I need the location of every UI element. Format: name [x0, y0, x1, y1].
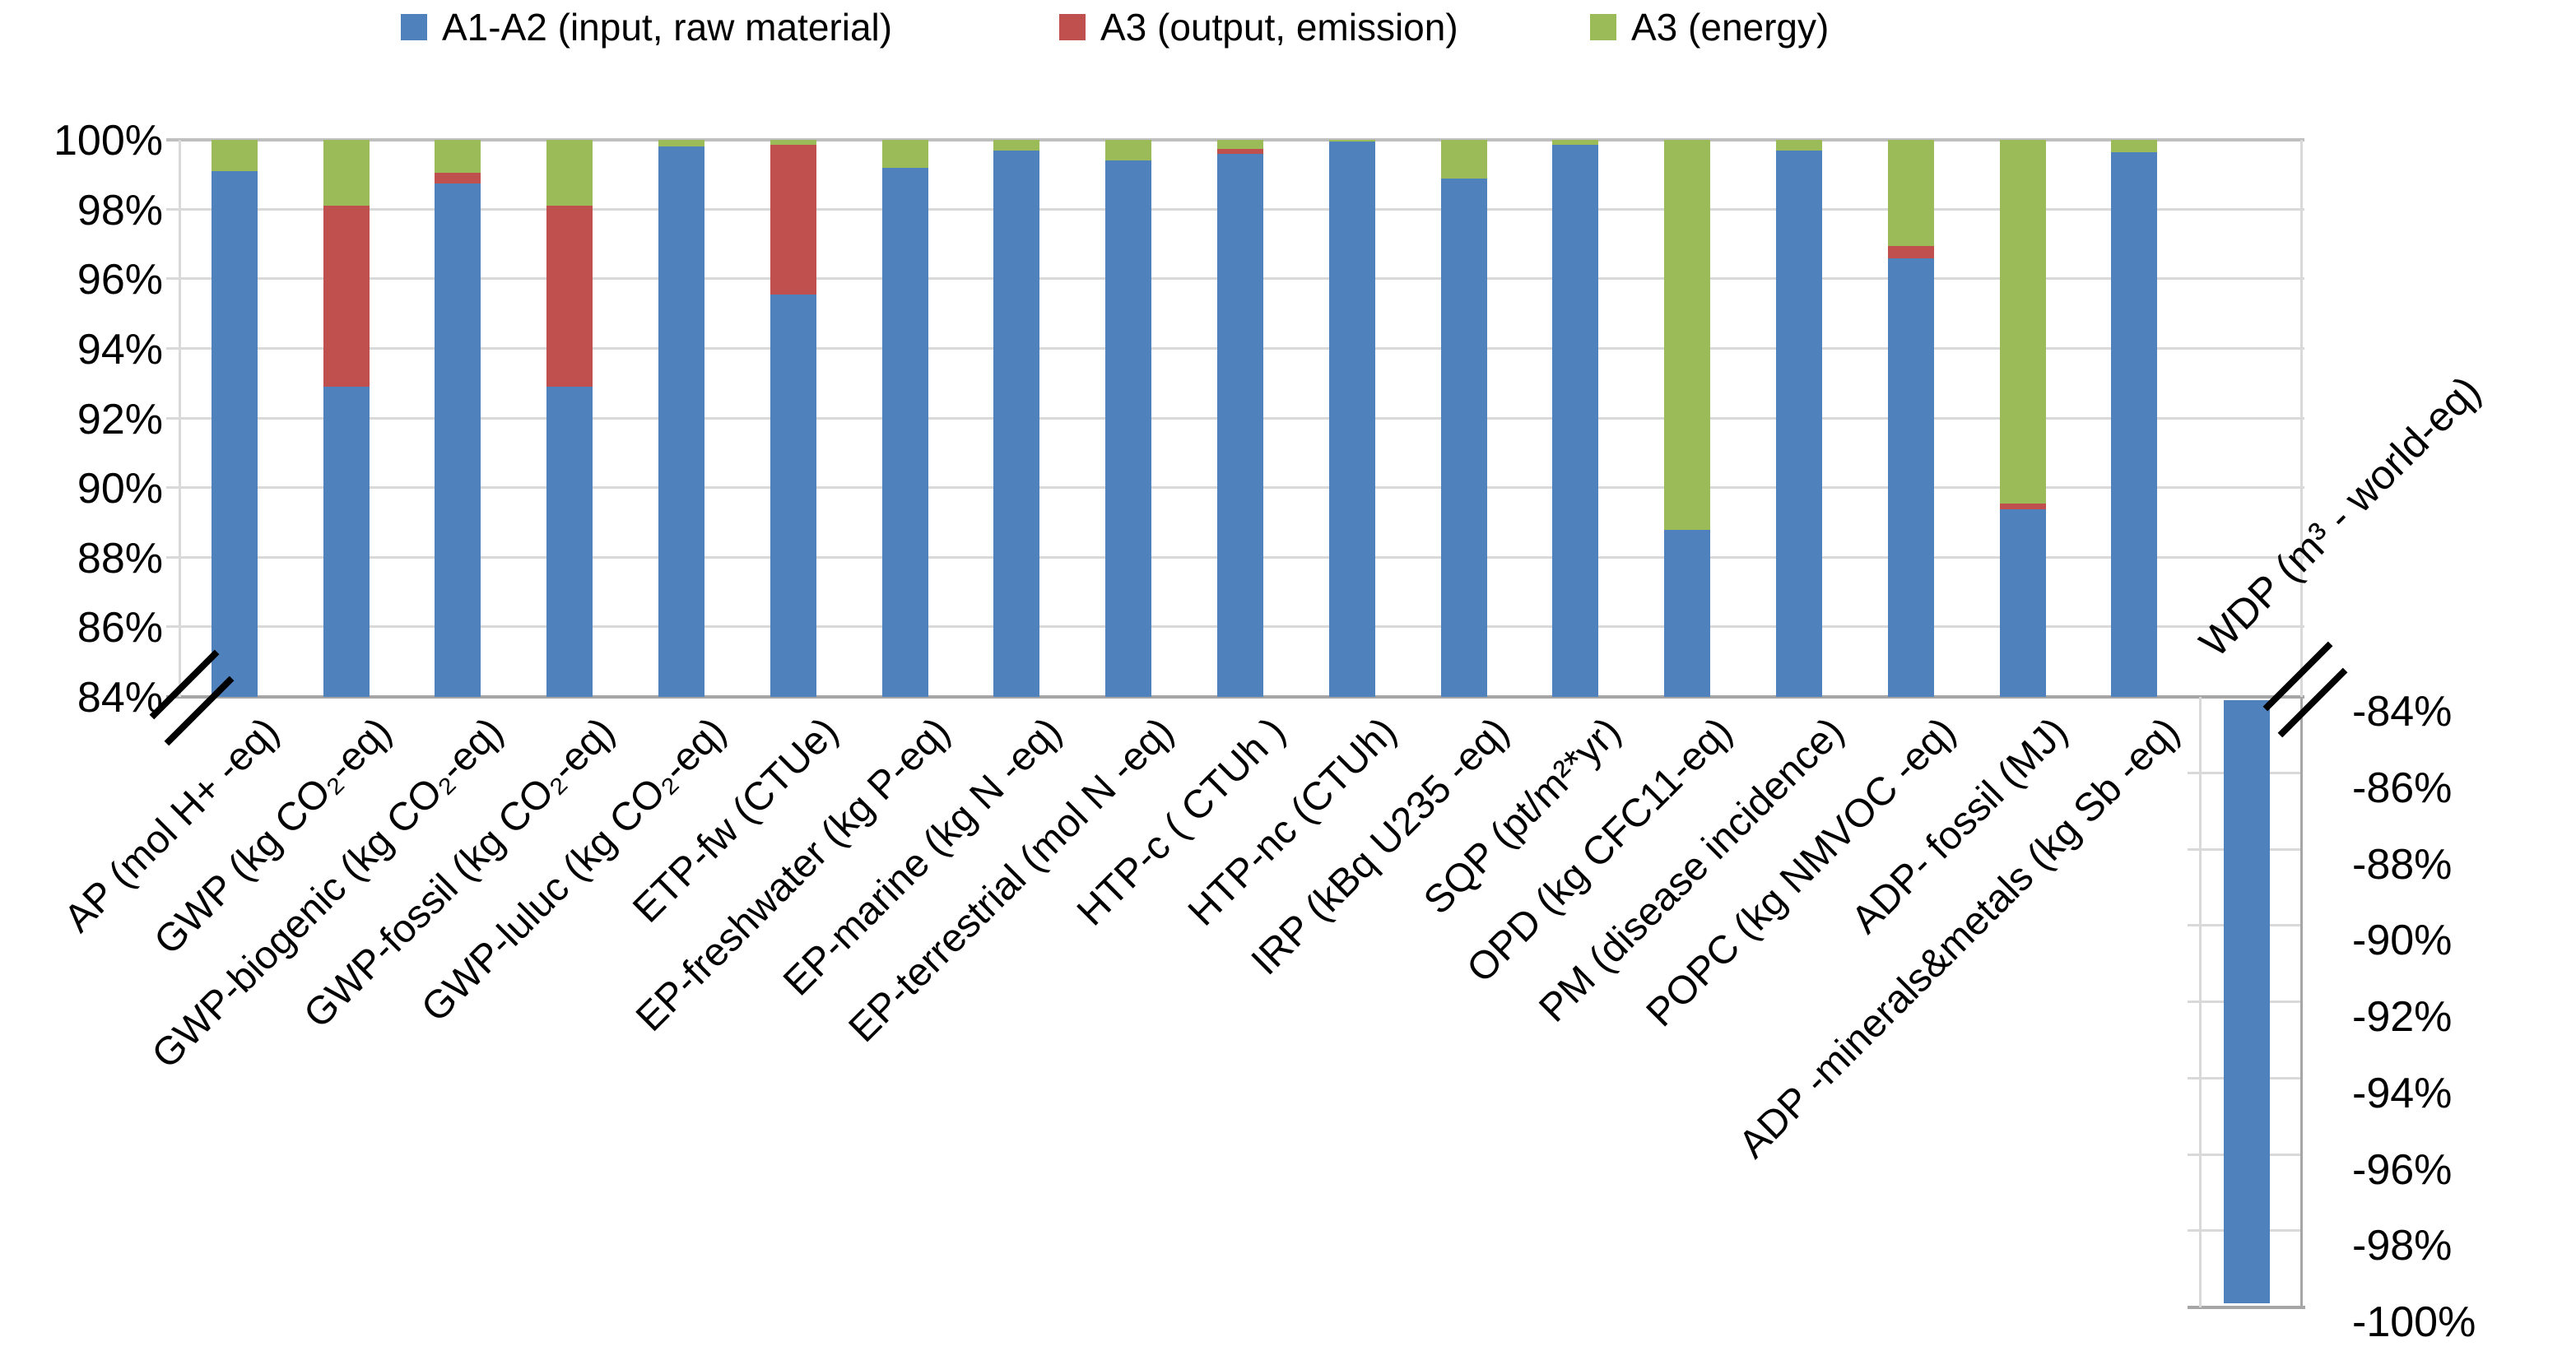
axis-break-wdp — [2262, 641, 2333, 712]
bar-segment-a1a2 — [1776, 150, 1822, 697]
bar-segment-a3-energy — [1329, 140, 1375, 142]
bar-segment-a3-energy — [1552, 140, 1598, 146]
legend-item-label: A1-A2 (input, raw material) — [442, 6, 893, 49]
bar-segment-a3-output — [546, 206, 593, 388]
legend-item-label: A3 (energy) — [1631, 6, 1830, 49]
bar-segment-a3-energy — [323, 140, 370, 207]
bar-segment-a1a2 — [770, 295, 816, 697]
plot-left-border — [179, 140, 181, 697]
y-tick-label: 98% — [77, 186, 163, 234]
bar-segment-a3-energy — [882, 140, 928, 168]
y-tick-label: 96% — [77, 256, 163, 304]
bar-segment-a1a2 — [993, 150, 1039, 697]
bar-segment-a3-output — [770, 145, 816, 295]
y-tick-label: 90% — [77, 465, 163, 513]
y-tick-label: 86% — [77, 604, 163, 652]
bar-segment-a3-output — [1888, 246, 1934, 258]
wdp-tick-label: -94% — [2352, 1069, 2453, 1117]
bar-segment-a1a2 — [882, 167, 928, 697]
bar-segment-a3-energy — [770, 140, 816, 146]
bar-segment-a1a2 — [212, 171, 258, 697]
bar-segment-a1a2 — [323, 387, 370, 697]
bar-segment-a1a2 — [435, 183, 481, 697]
legend-swatch — [1590, 14, 1616, 40]
bar-segment-a3-energy — [1217, 140, 1263, 149]
bar-segment-a3-output — [1217, 148, 1263, 154]
legend-item-label: A3 (output, emission) — [1100, 6, 1458, 49]
legend-item: A3 (energy) — [1590, 6, 1830, 49]
legend-swatch — [401, 14, 427, 40]
wdp-bottom-axis — [2188, 1306, 2305, 1309]
bar-segment-a1a2 — [1105, 160, 1151, 697]
legend-item: A3 (output, emission) — [1059, 6, 1458, 49]
bar-segment-a1a2 — [546, 387, 593, 697]
bar-segment-a3-energy — [2000, 140, 2046, 504]
bar-segment-a1a2 — [1441, 178, 1487, 697]
axis-break-wdp — [2277, 667, 2348, 738]
bar-segment-a3-output — [2000, 504, 2046, 509]
wdp-right-border — [2300, 697, 2303, 1307]
bar-segment-a3-output — [435, 173, 481, 183]
bar-segment-a1a2 — [1888, 258, 1934, 697]
bar-segment-a3-energy — [658, 140, 704, 147]
plot-right-border — [2300, 140, 2303, 697]
gridline — [166, 695, 2304, 699]
x-category-label: HTP-nc (CTUh) — [1180, 709, 1406, 935]
y-tick-label: 84% — [77, 674, 163, 722]
bar-segment-a3-energy — [1776, 140, 1822, 151]
y-tick-label: 94% — [77, 325, 163, 374]
bar-segment-a3-energy — [435, 140, 481, 174]
bar-segment-a3-energy — [1441, 140, 1487, 179]
legend-item: A1-A2 (input, raw material) — [401, 6, 893, 49]
wdp-tick-label: -96% — [2352, 1145, 2453, 1194]
wdp-tick-label: -86% — [2352, 764, 2453, 812]
axis-break-bottom-left — [164, 676, 235, 746]
wdp-axis-title: WDP (m³ - world-eq) — [2190, 367, 2490, 666]
bar-segment-a1a2 — [1217, 153, 1263, 697]
bar-segment-a1a2 — [2111, 151, 2157, 697]
wdp-tick-label: -88% — [2352, 840, 2453, 889]
x-category-label: SQP (pt/m²*yr) — [1415, 709, 1630, 923]
y-tick-label: 100% — [53, 117, 163, 165]
wdp-tick-label: -90% — [2352, 917, 2453, 965]
bar-segment-a1a2 — [1329, 142, 1375, 697]
bar-segment-a3-energy — [993, 140, 1039, 151]
bar-segment-a1a2 — [2000, 508, 2046, 697]
wdp-tick-label: -84% — [2352, 688, 2453, 736]
bar-segment-a3-energy — [546, 140, 593, 207]
bar-segment-a3-energy — [1105, 140, 1151, 161]
wdp-tick-label: -92% — [2352, 993, 2453, 1041]
wdp-left-border — [2199, 697, 2202, 1307]
bar-segment-a3-output — [323, 206, 370, 388]
bar-segment-a3-energy — [212, 140, 258, 172]
bar-segment-a1a2 — [1664, 529, 1710, 697]
y-tick-label: 88% — [77, 534, 163, 583]
bar-segment-a3-energy — [2111, 140, 2157, 152]
bar-segment-a1a2 — [658, 146, 704, 697]
x-category-label: ETP-fw (CTUe) — [625, 709, 847, 931]
bar-segment-a3-energy — [1664, 140, 1710, 530]
wdp-tick-label: -100% — [2352, 1298, 2476, 1346]
y-tick-label: 92% — [77, 395, 163, 443]
wdp-tick-label: -98% — [2352, 1222, 2453, 1270]
bar-segment-a1a2 — [1552, 145, 1598, 697]
bar-segment-a3-energy — [1888, 140, 1934, 247]
legend-swatch — [1059, 14, 1086, 40]
wdp-bar-a1a2 — [2224, 700, 2270, 1303]
